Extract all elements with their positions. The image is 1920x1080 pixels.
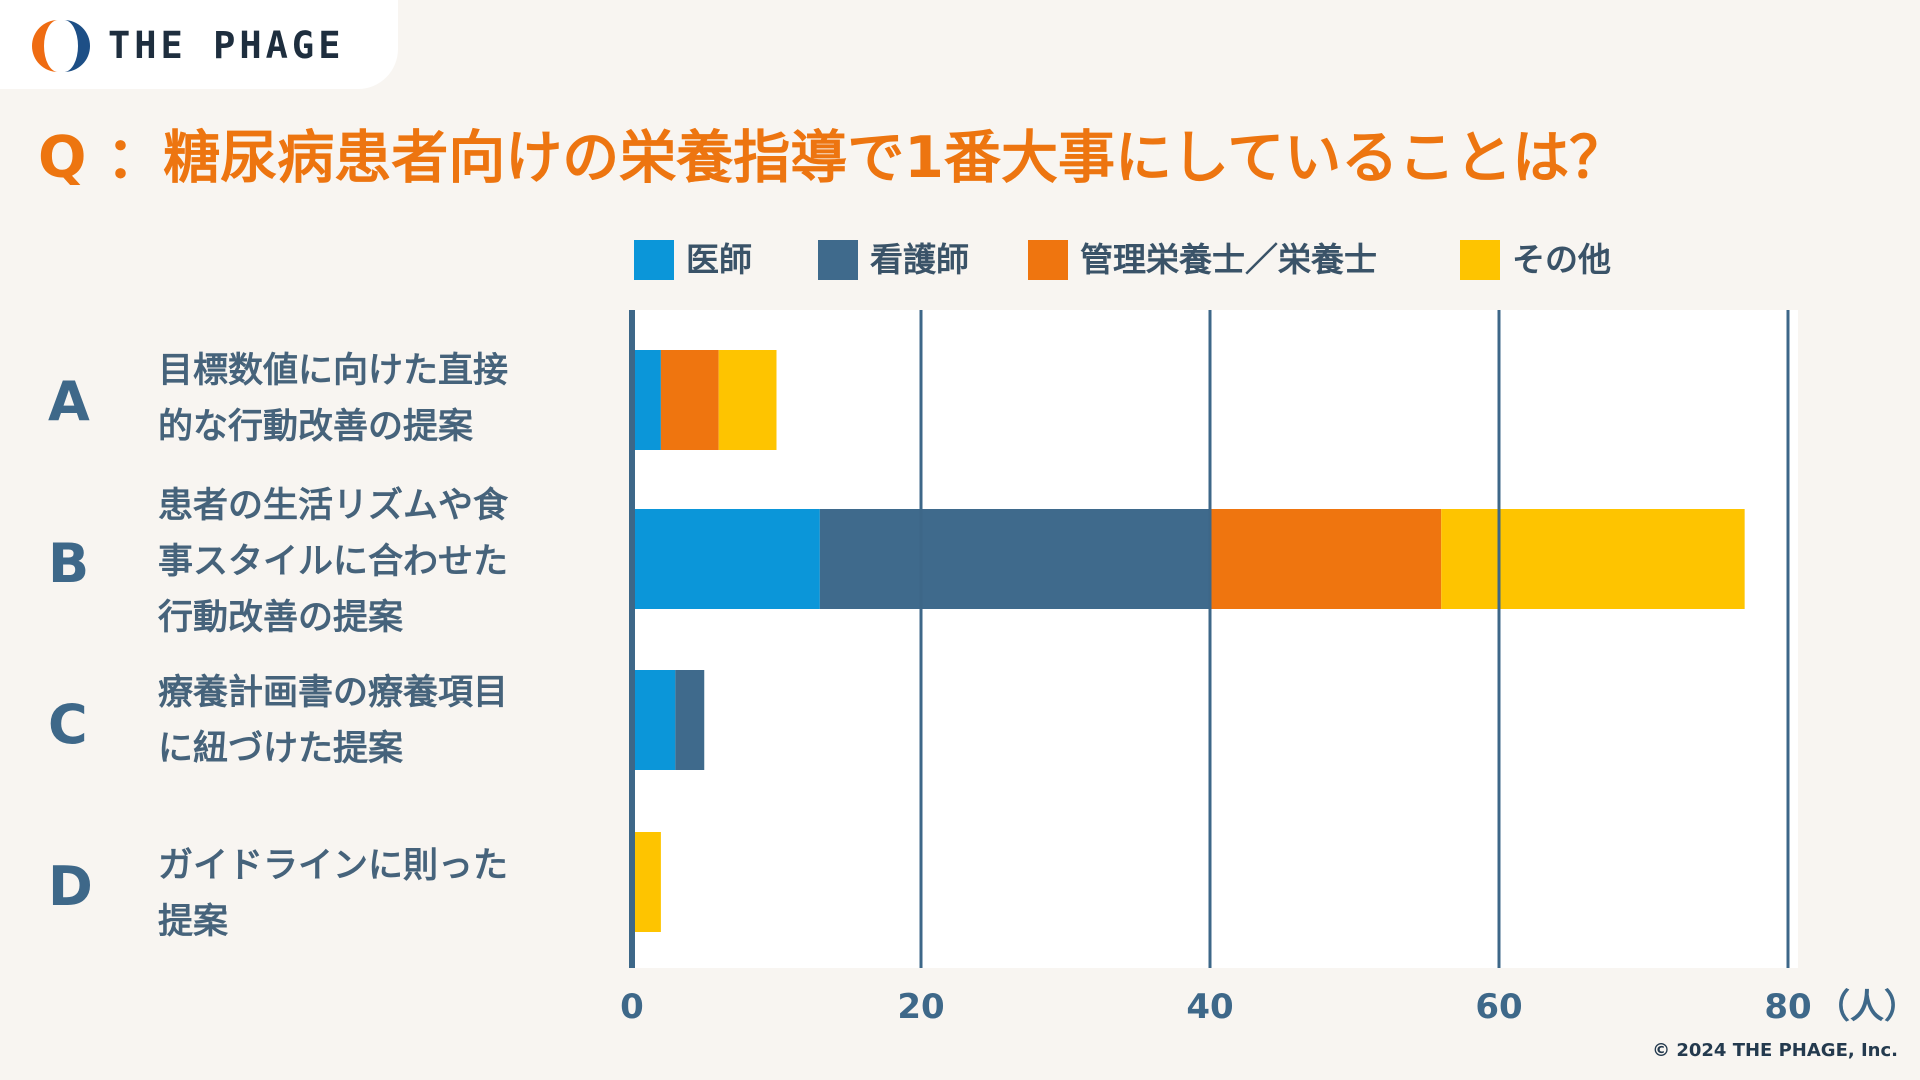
category-label-line: 提案 xyxy=(158,902,229,942)
category-label-c: 療養計画書の療養項目 に紐づけた提案 xyxy=(158,665,578,777)
legend-swatch xyxy=(1460,240,1500,280)
category-label-line: 的な行動改善の提案 xyxy=(158,407,474,447)
legend-label: 看護師 xyxy=(870,240,969,279)
legend-swatch xyxy=(1028,240,1068,280)
bar-a-series-0 xyxy=(632,350,661,450)
brand-name: THE PHAGE xyxy=(108,24,345,67)
bar-b-series-1 xyxy=(819,509,1210,609)
legend-label: その他 xyxy=(1512,240,1611,279)
category-label-line: 目標数値に向けた直接 xyxy=(158,351,509,391)
bar-a-series-3 xyxy=(718,350,777,450)
category-label-a: 目標数値に向けた直接 的な行動改善の提案 xyxy=(158,343,578,455)
category-label-line: 療養計画書の療養項目 xyxy=(158,673,509,713)
bar-c-series-0 xyxy=(632,670,676,770)
logo-tab: THE PHAGE xyxy=(0,0,398,89)
bar-b-series-2 xyxy=(1210,509,1442,609)
bar-c-series-1 xyxy=(675,670,705,770)
category-label-line: 患者の生活リズムや食 xyxy=(158,486,509,526)
category-letter-c: C xyxy=(48,693,88,756)
x-unit-label: （人） xyxy=(1816,987,1918,1027)
category-label-line: 行動改善の提案 xyxy=(158,598,404,638)
category-label-d: ガイドラインに則った 提案 xyxy=(158,838,578,950)
bar-a-series-2 xyxy=(660,350,719,450)
bar-b-series-3 xyxy=(1441,509,1745,609)
category-label-b: 患者の生活リズムや食 事スタイルに合わせた 行動改善の提案 xyxy=(158,478,578,646)
phage-logo-icon xyxy=(32,20,90,72)
legend-label: 医師 xyxy=(686,240,752,279)
legend-swatch xyxy=(818,240,858,280)
x-tick-label: 0 xyxy=(620,987,644,1027)
x-tick-label: 40 xyxy=(1186,987,1233,1027)
category-letter-b: B xyxy=(48,532,90,595)
category-label-line: に紐づけた提案 xyxy=(158,729,404,769)
category-label-line: ガイドラインに則った xyxy=(158,846,509,886)
category-letter-a: A xyxy=(48,370,90,433)
bar-b-series-0 xyxy=(632,509,820,609)
legend-swatch xyxy=(634,240,674,280)
bar-d-series-3 xyxy=(632,832,661,932)
legend-label: 管理栄養士／栄養士 xyxy=(1080,240,1377,279)
copyright-text: © 2024 THE PHAGE, Inc. xyxy=(1652,1040,1898,1061)
stacked-bar-chart: 0 20 40 60 80 （人） xyxy=(620,310,1918,1027)
x-tick-label: 80 xyxy=(1764,987,1811,1027)
category-letter-d: D xyxy=(48,855,93,918)
x-tick-label: 20 xyxy=(897,987,944,1027)
category-label-line: 事スタイルに合わせた xyxy=(158,542,509,582)
x-tick-label: 60 xyxy=(1475,987,1522,1027)
question-title: Q ：糖尿病患者向けの栄養指導で1番大事にしていることは？ xyxy=(38,125,1627,191)
plot-area xyxy=(632,310,1798,968)
